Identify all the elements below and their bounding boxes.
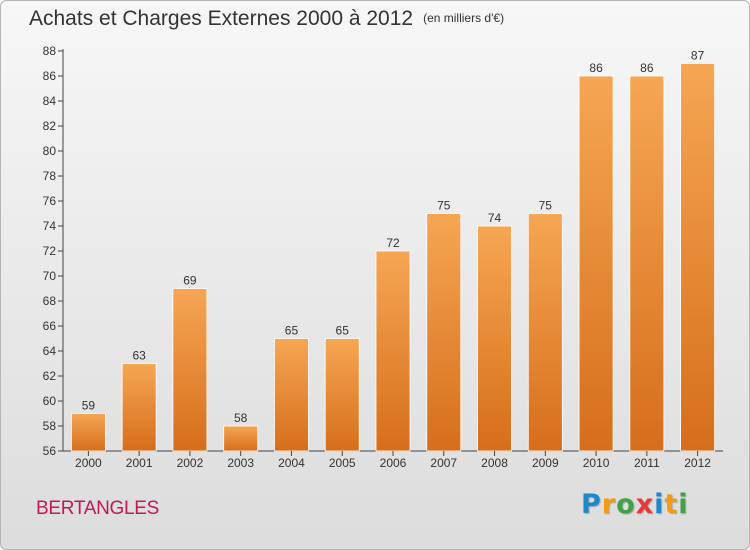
logo-letter: o [616, 489, 636, 520]
bar-value-label: 69 [183, 274, 197, 288]
bar [629, 75, 665, 452]
logo-letter: i [654, 489, 665, 520]
logo-letter: x [635, 489, 655, 520]
x-tick-label: 2007 [430, 456, 457, 470]
y-tick-label: 88 [43, 44, 57, 58]
y-tick-label: 66 [43, 319, 57, 333]
y-tick-label: 80 [43, 144, 57, 158]
bar [70, 413, 106, 452]
y-tick-label: 84 [43, 94, 57, 108]
x-tick-label: 2005 [329, 456, 356, 470]
x-tick-label: 2002 [177, 456, 204, 470]
bar-value-label: 86 [640, 61, 654, 75]
x-tick-label: 2008 [481, 456, 508, 470]
bar [324, 338, 360, 452]
x-tick-label: 2010 [583, 456, 610, 470]
bar [426, 213, 462, 452]
y-tick-label: 82 [43, 119, 57, 133]
x-tick-label: 2001 [126, 456, 153, 470]
x-tick-label: 2009 [532, 456, 559, 470]
logo-letter: r [601, 489, 617, 520]
logo-letter: P [581, 489, 602, 520]
bar-value-label: 59 [82, 399, 96, 413]
bar [680, 63, 716, 452]
bar [375, 250, 411, 452]
y-tick-label: 58 [43, 419, 57, 433]
bar-value-label: 72 [386, 236, 400, 250]
bar [121, 363, 157, 452]
x-tick-label: 2004 [278, 456, 305, 470]
logo-letter: t [664, 489, 679, 520]
chart-title: Achats et Charges Externes 2000 à 2012 (e… [29, 7, 504, 31]
y-tick-label: 74 [43, 219, 57, 233]
y-tick-label: 78 [43, 169, 57, 183]
x-tick-label: 2011 [634, 456, 660, 470]
bar-value-label: 65 [336, 324, 350, 338]
proxiti-logo: Proxiti [581, 489, 689, 520]
bar-value-label: 75 [539, 199, 553, 213]
bar-value-label: 74 [488, 211, 502, 225]
chart-subtitle: (en milliers d'€) [423, 11, 505, 25]
bar [223, 425, 259, 452]
y-tick-label: 86 [43, 69, 57, 83]
y-tick-label: 68 [43, 294, 57, 308]
y-tick-label: 70 [43, 269, 57, 283]
y-tick-label: 56 [43, 444, 57, 458]
y-tick-label: 76 [43, 194, 57, 208]
y-tick-label: 72 [43, 244, 57, 258]
y-tick-label: 60 [43, 394, 57, 408]
bar-value-label: 65 [285, 324, 299, 338]
bar-value-label: 75 [437, 199, 451, 213]
title-text: Achats et Charges Externes 2000 à 2012 [29, 7, 414, 30]
x-tick-label: 2006 [380, 456, 407, 470]
bar-value-label: 87 [691, 49, 705, 63]
bar [477, 225, 512, 452]
bar [527, 213, 563, 452]
x-tick-label: 2012 [684, 456, 711, 470]
commune-name: BERTANGLES [36, 498, 160, 519]
bar [274, 338, 309, 452]
x-tick-label: 2000 [75, 456, 102, 470]
bar [578, 75, 614, 452]
bar-value-label: 58 [234, 411, 248, 425]
bar [172, 288, 208, 452]
y-tick-label: 64 [43, 344, 57, 358]
bar-value-label: 63 [132, 349, 146, 363]
logo-letter: i [678, 489, 689, 520]
y-tick-label: 62 [43, 369, 57, 383]
x-tick-label: 2003 [227, 456, 254, 470]
bar-value-label: 86 [589, 61, 603, 75]
